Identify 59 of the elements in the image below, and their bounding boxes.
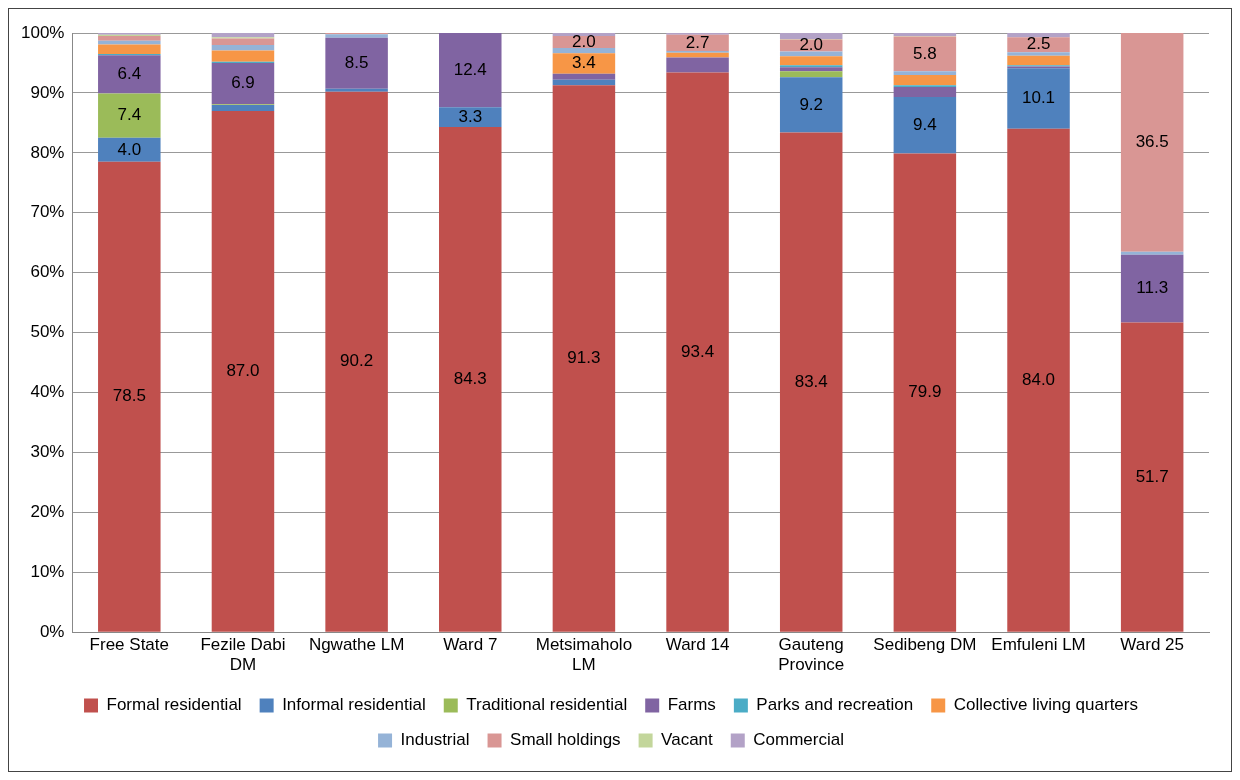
y-tick-label: 50% — [30, 322, 65, 342]
data-label: 6.4 — [117, 64, 142, 84]
data-label: 36.5 — [1135, 132, 1169, 152]
legend-label: Commercial — [753, 730, 844, 750]
legend-label: Formal residential — [106, 695, 242, 715]
data-label: 87.0 — [226, 360, 260, 380]
data-label: 93.4 — [681, 341, 715, 361]
legend-label: Traditional residential — [466, 695, 628, 715]
y-tick-label: 80% — [30, 142, 65, 162]
data-label: 91.3 — [567, 348, 601, 368]
legend-label: Collective living quarters — [953, 695, 1138, 715]
y-tick-label: 100% — [21, 22, 65, 42]
legend-label: Industrial — [400, 730, 470, 750]
y-tick-label: 10% — [30, 561, 65, 581]
data-label: 10.1 — [1021, 88, 1056, 108]
y-tick-label: 20% — [30, 502, 65, 522]
x-tick-label: Fezile Dabi DM — [200, 635, 286, 675]
data-label: 2.0 — [799, 35, 824, 55]
x-tick-label: Ward 25 — [1120, 635, 1184, 655]
x-tick-label: Ngwathe LM — [308, 635, 405, 655]
data-label: 4.0 — [117, 139, 142, 159]
data-label: 2.0 — [572, 31, 596, 51]
data-label: 2.7 — [685, 32, 710, 52]
y-tick-label: 70% — [30, 202, 65, 222]
data-label: 7.4 — [117, 105, 142, 125]
data-label: 84.3 — [453, 369, 487, 389]
legend-label: Small holdings — [510, 730, 621, 750]
data-label: 8.5 — [344, 52, 369, 72]
y-tick-label: 60% — [30, 262, 65, 282]
data-label: 11.3 — [1136, 278, 1169, 298]
x-tick-label: Sedibeng DM — [873, 635, 977, 655]
legend-label: Farms — [667, 695, 716, 715]
data-label: 78.5 — [112, 386, 146, 406]
data-label: 12.4 — [453, 59, 487, 79]
x-tick-label: Gauteng Province — [778, 635, 845, 675]
data-label: 2.5 — [1026, 34, 1051, 54]
data-label: 9.2 — [799, 94, 824, 114]
x-tick-label: Ward 7 — [443, 635, 498, 655]
data-label: 9.4 — [913, 114, 937, 134]
legend-label: Vacant — [661, 730, 714, 750]
data-label: 6.9 — [231, 73, 255, 93]
x-tick-label: Emfuleni LM — [991, 635, 1086, 655]
y-tick-label: 30% — [30, 442, 65, 462]
y-tick-label: 40% — [30, 382, 65, 402]
x-tick-label: Free State — [89, 635, 169, 655]
y-tick-label: 90% — [30, 82, 65, 102]
data-label: 51.7 — [1135, 466, 1169, 486]
data-label: 79.9 — [908, 382, 942, 402]
data-label: 84.0 — [1021, 369, 1056, 389]
data-label: 5.8 — [913, 43, 937, 63]
x-tick-label: Metsimaholo LM — [535, 635, 633, 675]
y-tick-label: 0% — [39, 621, 65, 641]
x-tick-label: Ward 14 — [665, 635, 730, 655]
legend-label: Parks and recreation — [756, 695, 914, 715]
data-label: 90.2 — [340, 351, 374, 371]
data-label: 3.4 — [572, 53, 596, 73]
data-label: 83.4 — [794, 371, 828, 391]
data-label: 3.3 — [458, 106, 483, 126]
legend-label: Informal residential — [282, 695, 426, 715]
